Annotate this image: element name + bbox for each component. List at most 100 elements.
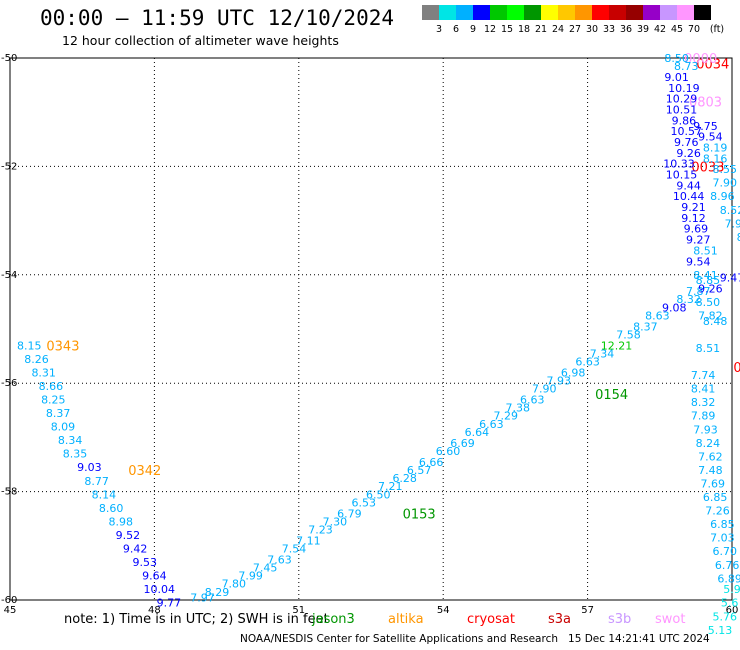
swh-value-label: 10.04 [143,583,175,596]
swh-value-label: 8.35 [63,448,88,461]
x-tick-label: 51 [292,605,305,616]
swh-value-label: 7.23 [308,524,333,537]
swh-value-label: 7.26 [705,505,730,518]
swh-value-label: 7.89 [691,410,716,423]
chart-title: 00:00 – 11:59 UTC 12/10/2024 [40,6,395,30]
swh-value-label: 9.42 [123,543,148,556]
swh-value-label: 6.63 [479,418,504,431]
swh-value-label: 7.74 [691,369,716,382]
swh-value-label: 8.24 [696,437,721,450]
swh-value-label: 7.97 [190,591,215,604]
swh-value-label: 12.21 [601,339,633,352]
swh-value-label: 7.93 [725,217,740,230]
swh-value-label: 7.82 [698,309,723,322]
swh-value-label: 6.57 [407,464,432,477]
legend-label: 18 [517,24,531,35]
swh-value-label: 7.63 [267,553,292,566]
swh-value-label: 9.54 [698,131,723,144]
swh-value-label: 9.26 [676,147,701,160]
legend-label: 12 [483,24,497,35]
pass-time-label: 0000 [684,52,717,67]
legend-swatch [490,5,507,20]
pass-time-label: 0153 [403,507,436,522]
swh-value-label: 8.41 [693,269,718,282]
swh-value-label: 10.51 [666,103,698,116]
y-tick-label: -60 [1,595,17,606]
swh-value-label: 6.89 [717,572,740,585]
chart-subtitle: 12 hour collection of altimeter wave hei… [62,33,339,48]
swh-value-label: 8.15 [17,339,42,352]
swh-value-label: 6.69 [450,437,475,450]
swh-value-label: 8.09 [51,421,76,434]
swh-value-label: 8.37 [633,320,658,333]
legend-label: 9 [469,24,477,35]
swh-value-label: 9.76 [674,136,699,149]
swh-value-label: 6.98 [561,366,586,379]
legend-swatch [626,5,643,20]
swh-value-label: 8.66 [39,380,64,393]
x-tick-label: 57 [581,605,594,616]
note-text: note: 1) Time is in UTC; 2) SWH is in fe… [64,612,329,627]
swh-value-label: 7.99 [238,570,263,583]
swh-value-label: 7.29 [494,410,519,423]
swh-value-label: 8.31 [31,366,56,379]
swh-value-label: 8.50 [696,296,721,309]
swh-value-label: 7.62 [698,450,723,463]
swh-value-label: 7.34 [590,347,615,360]
swh-value-label: 8.77 [84,475,109,488]
swh-value-label: 5.13 [708,624,733,637]
swh-value-label: 9.69 [684,223,709,236]
legend-unit: (ft) [709,24,725,35]
legend-swatch [422,5,439,20]
pass-time-label: 0034 [696,57,729,72]
x-tick-label: 48 [148,605,161,616]
swh-value-label: 8.51 [693,244,718,257]
swh-value-label: 7.48 [698,464,723,477]
swh-value-label: 7.93 [693,423,718,436]
swh-value-label: 6.76 [715,559,740,572]
swh-value-label: 9.53 [133,556,158,569]
swh-value-label: 7.93 [546,374,571,387]
footer-credit: NOAA/NESDIS Center for Satellite Applica… [240,633,710,645]
swh-value-label: 8.85 [696,274,721,287]
legend-swatch [677,5,694,20]
swh-value-label: 10.15 [666,169,698,182]
swh-value-label: 9.27 [686,234,711,247]
swh-value-label: 8.25 [41,393,66,406]
legend-swatch [507,5,524,20]
swh-value-label: 9.21 [681,201,706,214]
swh-value-label: 5.6 [721,597,739,610]
swh-value-label: 6.64 [465,426,490,439]
swh-value-label: 10.44 [673,190,705,203]
legend-label: 39 [636,24,650,35]
swh-value-label: 6.79 [337,507,362,520]
swh-value-label: 8.16 [703,152,728,165]
swh-value-label: 8.34 [58,434,83,447]
swh-value-label: 9.77 [157,597,182,610]
swh-value-label: 10.57 [671,125,703,138]
legend-swatch [660,5,677,20]
swh-value-label: 7.58 [616,328,641,341]
x-tick-label: 60 [726,605,739,616]
swh-value-label: 8.52 [720,204,740,217]
swh-value-label: 8.41 [691,383,716,396]
satellite-label-swot: swot [655,612,686,627]
swh-value-label: 9.86 [672,114,697,127]
pass-time-label: 00 [733,361,740,376]
swh-value-label: 10.19 [668,82,700,95]
legend-label: 24 [551,24,565,35]
x-tick-label: 54 [437,605,450,616]
swh-value-label: 9.08 [662,301,687,314]
swh-value-label: 9.26 [698,282,723,295]
legend-swatch [473,5,490,20]
swh-value-label: 8.32 [691,396,716,409]
satellite-label-s3a: s3a [548,612,572,627]
swh-value-label: 7.03 [710,532,735,545]
satellite-label-s3b: s3b [608,612,632,627]
swh-value-label: 7.38 [506,402,531,415]
swh-value-label: 6.70 [713,545,738,558]
swh-value-label: 9.52 [116,529,141,542]
legend-label: 6 [452,24,460,35]
swh-value-label: 8.98 [108,515,133,528]
swh-value-label: 8.50 [664,52,689,65]
